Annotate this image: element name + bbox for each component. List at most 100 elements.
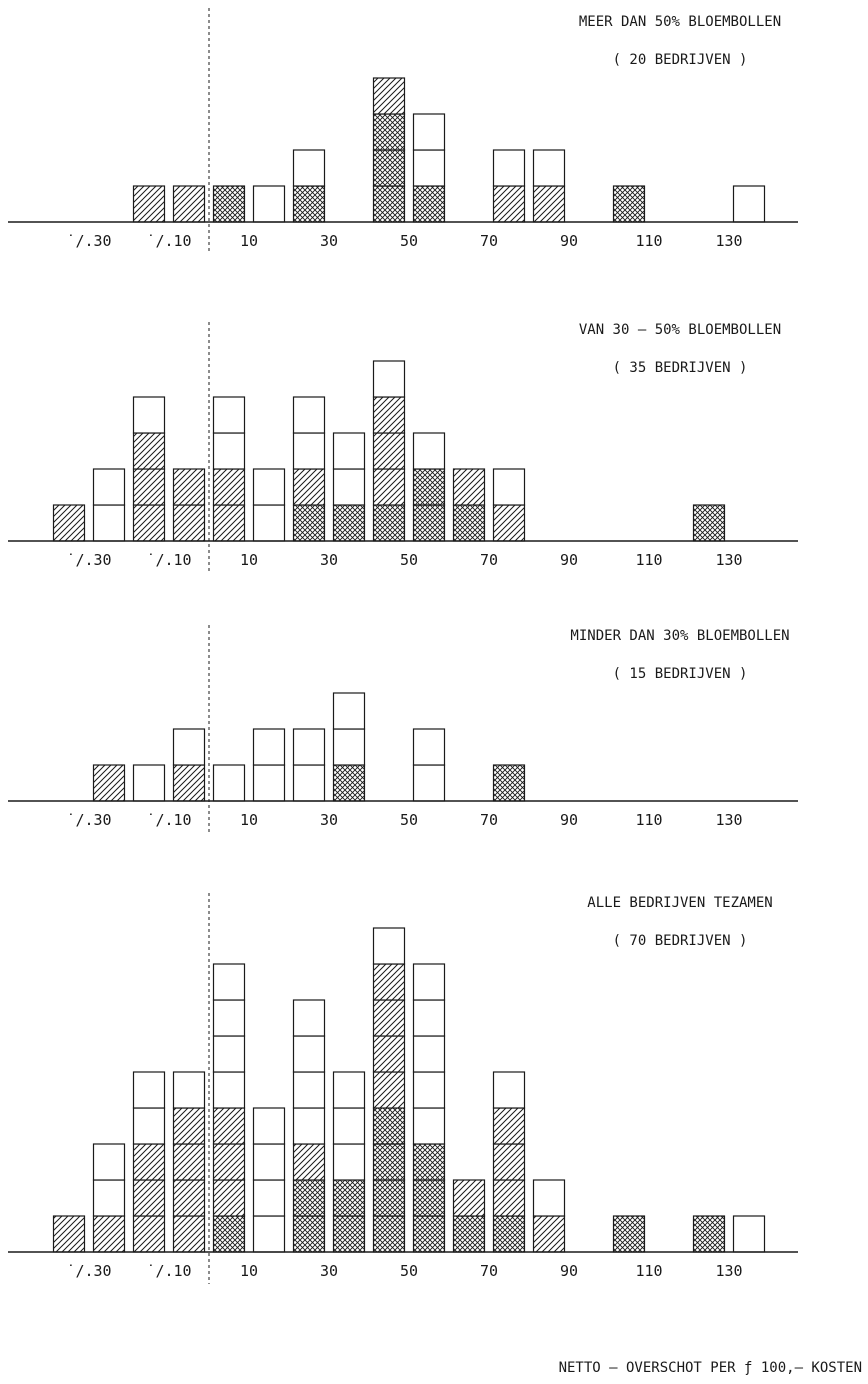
tick-label: 130 (715, 1262, 742, 1280)
bar-cell-blank (132, 764, 166, 802)
bar-cell-crosshatch (372, 1215, 406, 1253)
bar-cell-diagonal (132, 1179, 166, 1217)
histogram-panel-3: MINDER DAN 30% BLOEMBOLLEN ( 15 BEDRIJVEN… (8, 625, 798, 833)
bar-cell-crosshatch (692, 504, 726, 542)
bar-cell-crosshatch (612, 1215, 646, 1253)
tick-label: 70 (480, 811, 498, 829)
histogram-panel-2: VAN 30 – 50% BLOEMBOLLEN ( 35 BEDRIJVEN )… (8, 322, 798, 573)
tick-label: 70 (480, 551, 498, 569)
bar-cell-diagonal (172, 764, 206, 802)
bar-cell-diagonal (212, 1143, 246, 1181)
bar-cell-blank (412, 149, 446, 187)
bar-cell-blank (532, 149, 566, 187)
bar-cell-crosshatch (372, 113, 406, 151)
tick-label: 10 (240, 1262, 258, 1280)
tick-label: 130 (715, 232, 742, 250)
figure-xlabel: NETTO – OVERSCHOT PER ƒ 100,– KOSTEN (559, 1360, 862, 1376)
bar-cell-diagonal (372, 432, 406, 470)
tick-label: 50 (400, 232, 418, 250)
bar-cell-blank (412, 764, 446, 802)
bar-cell-crosshatch (412, 468, 446, 506)
bar-cell-blank (372, 360, 406, 398)
tick-label: 90 (560, 811, 578, 829)
bar-cell-diagonal (132, 1215, 166, 1253)
bar-cell-diagonal (532, 185, 566, 223)
bar-cell-diagonal (372, 77, 406, 115)
bar-cell-diagonal (212, 504, 246, 542)
bar-cell-crosshatch (332, 504, 366, 542)
bar-cell-diagonal (292, 1143, 326, 1181)
tick-label: 10 (240, 811, 258, 829)
bar-cell-diagonal (492, 1143, 526, 1181)
bar-cell-blank (92, 1143, 126, 1181)
bar-cell-diagonal (132, 504, 166, 542)
bar-cell-blank (332, 1071, 366, 1109)
bar-cell-crosshatch (372, 504, 406, 542)
bar-cell-crosshatch (452, 504, 486, 542)
bar-cell-blank (92, 504, 126, 542)
bar-cell-blank (412, 963, 446, 1001)
bar-cell-blank (372, 927, 406, 965)
bar-cell-blank (212, 432, 246, 470)
bar-cell-blank (492, 1071, 526, 1109)
bar-cell-blank (412, 728, 446, 766)
bar-cell-blank (412, 1071, 446, 1109)
tick-label: ˙/.30 (66, 811, 111, 829)
bar-cell-blank (292, 432, 326, 470)
bar-cell-blank (252, 1179, 286, 1217)
bar-cell-blank (92, 1179, 126, 1217)
bar-cell-blank (292, 1107, 326, 1145)
bar-cell-blank (292, 1035, 326, 1073)
bar-cell-blank (332, 728, 366, 766)
bar-cell-diagonal (92, 1215, 126, 1253)
bar-cell-diagonal (172, 504, 206, 542)
bar-cell-diagonal (492, 1107, 526, 1145)
bar-cell-diagonal (52, 504, 86, 542)
bar-cell-diagonal (172, 1107, 206, 1145)
bar-cell-diagonal (492, 1179, 526, 1217)
bar-cell-diagonal (132, 1143, 166, 1181)
bar-cell-diagonal (492, 504, 526, 542)
bar-cell-crosshatch (372, 1143, 406, 1181)
tick-label: 70 (480, 232, 498, 250)
tick-label: 10 (240, 232, 258, 250)
bar-cell-crosshatch (292, 185, 326, 223)
histogram-panel-4: ALLE BEDRIJVEN TEZAMEN ( 70 BEDRIJVEN ) ˙/… (8, 893, 798, 1284)
tick-label: 90 (560, 551, 578, 569)
panel-title: VAN 30 – 50% BLOEMBOLLEN (579, 322, 781, 338)
tick-label: ˙/.30 (66, 1262, 111, 1280)
bar-cell-blank (252, 185, 286, 223)
tick-label: 10 (240, 551, 258, 569)
bar-cell-blank (412, 432, 446, 470)
bar-cell-diagonal (452, 468, 486, 506)
bar-cell-blank (292, 396, 326, 434)
bar-cell-diagonal (452, 1179, 486, 1217)
panel-title: MEER DAN 50% BLOEMBOLLEN (579, 14, 781, 30)
panel-subtitle: ( 15 BEDRIJVEN ) (613, 666, 748, 682)
tick-label: 110 (635, 811, 662, 829)
bar-cell-diagonal (372, 396, 406, 434)
bar-cell-blank (252, 504, 286, 542)
tick-label: ˙/.30 (66, 551, 111, 569)
bar-cell-blank (252, 764, 286, 802)
tick-label: 50 (400, 811, 418, 829)
bar-cell-diagonal (372, 1071, 406, 1109)
bar-cell-blank (492, 149, 526, 187)
bar-cell-blank (412, 1107, 446, 1145)
bar-cell-crosshatch (372, 1107, 406, 1145)
tick-label: 90 (560, 232, 578, 250)
bar-cell-blank (332, 432, 366, 470)
bar-cell-blank (332, 468, 366, 506)
bar-cell-diagonal (172, 185, 206, 223)
panel-title: MINDER DAN 30% BLOEMBOLLEN (570, 628, 789, 644)
bar-cell-blank (532, 1179, 566, 1217)
bar-cell-crosshatch (412, 1179, 446, 1217)
bar-cell-crosshatch (452, 1215, 486, 1253)
bar-cell-blank (132, 1071, 166, 1109)
panel-subtitle: ( 35 BEDRIJVEN ) (613, 360, 748, 376)
bar-cell-blank (412, 113, 446, 151)
bar-cell-blank (332, 692, 366, 730)
bar-cell-blank (212, 963, 246, 1001)
tick-label: ˙/.10 (146, 551, 191, 569)
